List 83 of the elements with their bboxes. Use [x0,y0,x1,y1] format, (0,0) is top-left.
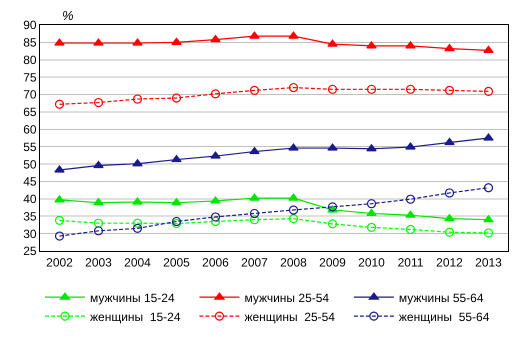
x-tick-label: 2013 [475,255,502,270]
x-tick-label: 2011 [398,255,424,270]
x-tick-label: 2002 [46,255,74,270]
point [210,196,221,204]
point [54,231,64,241]
legend-label: женщины 15-24 [90,310,181,324]
point [406,194,416,204]
point [250,215,260,224]
y-tick-label: 30 [23,226,37,241]
y-axis-title: % [62,8,74,23]
point [484,86,494,96]
legend-label: женщины 55-64 [398,310,490,324]
point [288,82,298,92]
y-tick-label: 90 [23,18,37,32]
x-tick-label: 2007 [241,255,268,270]
point [444,188,454,198]
point [172,93,182,103]
y-tick-label: 75 [23,70,37,84]
x-tick-label: 2003 [85,255,112,270]
point [327,143,338,151]
point [406,224,416,234]
y-tick-label: 25 [23,244,37,258]
y-tick-label: 35 [23,209,37,224]
point [210,216,220,226]
point [366,222,376,232]
x-tick-label: 2010 [358,255,386,270]
point [406,84,416,94]
point [366,199,376,208]
x-tick-label: 2009 [319,255,346,270]
y-tick-label: 45 [23,174,37,189]
point [405,142,416,150]
point [210,212,220,222]
y-tick-label: 65 [23,105,37,120]
point [328,84,338,94]
point [288,143,299,151]
y-tick-label: 60 [23,122,37,137]
point [444,228,454,237]
point [132,94,142,104]
point [93,38,104,46]
point [94,98,104,108]
point [444,86,454,95]
point [249,146,260,154]
point [132,218,142,228]
legend-label: мужчины 15-24 [90,290,175,305]
x-tick-label: 2006 [202,255,230,270]
point [483,133,494,141]
point [250,208,260,218]
y-tick-label: 80 [23,52,37,67]
point [484,228,494,238]
point [171,154,182,162]
point [54,38,65,46]
y-tick-label: 55 [23,140,37,154]
point [94,218,104,228]
point [366,208,377,216]
x-tick-label: 2012 [436,255,464,270]
legend-label: мужчины 55-64 [398,290,484,305]
point [54,216,64,225]
x-tick-label: 2005 [163,255,190,270]
point [210,151,221,159]
point [132,197,143,205]
point [288,214,298,224]
point [288,205,298,215]
point [132,224,142,233]
point [366,84,376,94]
y-tick-label: 40 [23,192,37,206]
point [54,100,64,109]
point [210,89,220,98]
point [132,38,143,46]
y-tick-label: 70 [23,88,37,102]
point [94,226,104,236]
point [484,183,494,192]
x-tick-label: 2004 [124,255,152,270]
point [250,86,260,95]
point [54,165,65,173]
point [93,160,104,168]
legend-label: женщины 25-54 [244,310,336,324]
point [328,219,338,228]
x-tick-label: 2008 [280,255,308,270]
y-tick-label: 85 [23,36,37,50]
legend-label: мужчины 25-54 [244,290,330,305]
point [444,138,455,146]
point [328,202,338,212]
y-tick-label: 50 [23,157,37,172]
